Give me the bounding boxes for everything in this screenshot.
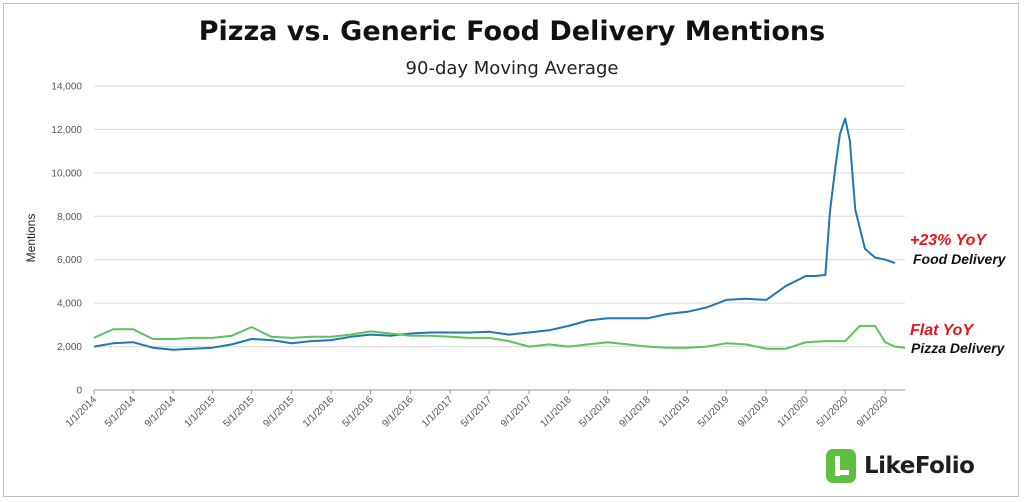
y-tick-label: 4,000	[57, 299, 82, 310]
x-tick-label: 1/1/2014	[64, 394, 100, 430]
y-tick-label: 10,000	[51, 168, 82, 179]
x-tick-label: 1/1/2020	[776, 394, 812, 430]
x-tick-label: 5/1/2019	[696, 394, 732, 430]
annotation-label: Flat YoY	[910, 322, 974, 339]
x-tick-label: 9/1/2018	[617, 394, 653, 430]
y-tick-label: 8,000	[57, 212, 82, 223]
y-tick-label: 0	[76, 386, 82, 397]
y-axis-label: Mentions	[24, 214, 38, 263]
y-tick-label: 12,000	[51, 125, 82, 136]
x-tick-label: 5/1/2014	[103, 394, 139, 430]
x-tick-label: 1/1/2018	[539, 394, 575, 430]
annotation-label: +23% YoY	[910, 232, 987, 249]
x-tick-label: 9/1/2014	[143, 394, 179, 430]
logo-text: LikeFolio	[864, 453, 975, 479]
chart-frame	[3, 3, 1019, 497]
chart-title: Pizza vs. Generic Food Delivery Mentions	[198, 16, 826, 47]
chart-subtitle: 90-day Moving Average	[405, 58, 619, 79]
x-tick-label: 1/1/2017	[420, 394, 456, 430]
x-tick-label: 5/1/2017	[459, 394, 495, 430]
x-tick-label: 9/1/2016	[380, 394, 416, 430]
x-tick-label: 9/1/2017	[499, 394, 535, 430]
y-tick-label: 6,000	[57, 255, 82, 266]
x-tick-label: 5/1/2018	[578, 394, 614, 430]
x-tick-label: 5/1/2020	[815, 394, 851, 430]
likefolio-logo-icon	[826, 449, 856, 483]
series-line-pizza-delivery	[93, 324, 906, 350]
series-line-food-delivery	[93, 117, 896, 351]
x-tick-label: 9/1/2015	[261, 394, 297, 430]
x-tick-label: 5/1/2015	[221, 394, 257, 430]
x-tick-label: 5/1/2016	[340, 394, 376, 430]
x-tick-label: 1/1/2016	[301, 394, 337, 430]
x-tick-label: 1/1/2019	[657, 394, 693, 430]
x-tick-label: 9/1/2020	[855, 394, 891, 430]
annotation-label: Pizza Delivery	[911, 340, 1006, 356]
y-tick-label: 2,000	[57, 342, 82, 353]
x-tick-label: 9/1/2019	[736, 394, 772, 430]
annotation-label: Food Delivery	[913, 251, 1007, 267]
y-tick-label: 14,000	[51, 82, 82, 93]
x-tick-label: 1/1/2015	[182, 394, 218, 430]
likefolio-logo: LikeFolio	[826, 446, 975, 486]
